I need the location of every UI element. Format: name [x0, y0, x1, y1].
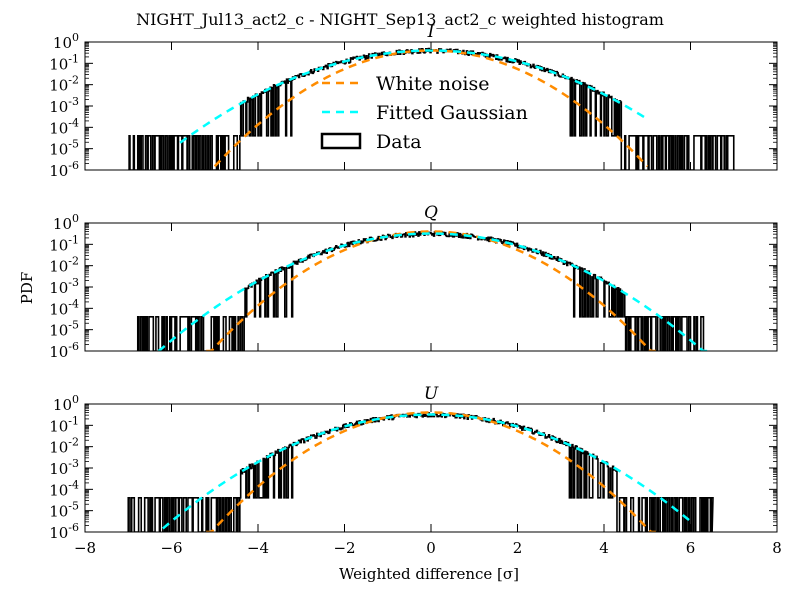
y-tick-label-I-6: 10-6 — [49, 159, 79, 180]
legend-label-2: Data — [376, 131, 422, 153]
series-fitted-gaussian-I — [179, 49, 648, 144]
y-tick-label-I-0: 100 — [53, 31, 79, 52]
series-fitted-gaussian-U — [162, 413, 692, 530]
x-axis-label: Weighted difference [σ] — [339, 565, 519, 583]
y-tick-label-Q-2: 10-2 — [49, 255, 79, 276]
y-tick-label-Q-0: 100 — [53, 212, 79, 233]
x-tick-label-3: −2 — [333, 539, 355, 557]
y-tick-label-Q-6: 10-6 — [49, 340, 79, 361]
y-tick-label-U-5: 10-5 — [49, 500, 79, 521]
legend-label-1: Fitted Gaussian — [376, 102, 528, 124]
plot-area-U — [127, 411, 714, 532]
y-tick-label-U-4: 10-4 — [49, 478, 79, 499]
series-data-Q — [136, 230, 705, 351]
axes-frame-U — [84, 403, 778, 533]
y-tick-label-I-5: 10-5 — [49, 138, 79, 159]
panel-title-I: I — [427, 22, 435, 42]
y-tick-label-U-6: 10-6 — [49, 521, 79, 542]
y-tick-label-I-1: 10-1 — [49, 52, 79, 73]
panel-title-U: U — [424, 384, 439, 404]
x-tick-label-5: 2 — [513, 539, 523, 557]
x-tick-label-4: 0 — [426, 539, 436, 557]
panel-title-Q: Q — [424, 203, 438, 223]
y-tick-label-I-3: 10-3 — [49, 95, 79, 116]
series-white-noise-Q — [206, 230, 656, 351]
y-tick-label-U-0: 100 — [53, 393, 79, 414]
series-white-noise-U — [206, 411, 656, 532]
y-tick-label-I-2: 10-2 — [49, 74, 79, 95]
figure-title: NIGHT_Jul13_act2_c - NIGHT_Sep13_act2_c … — [136, 10, 664, 29]
y-tick-label-U-2: 10-2 — [49, 436, 79, 457]
y-tick-label-Q-3: 10-3 — [49, 276, 79, 297]
x-tick-label-8: 8 — [772, 539, 782, 557]
plot-area-Q — [136, 230, 713, 351]
y-tick-label-Q-4: 10-4 — [49, 297, 79, 318]
plot-area-I — [128, 47, 735, 170]
y-tick-label-U-3: 10-3 — [49, 457, 79, 478]
legend-label-0: White noise — [376, 73, 490, 95]
series-fitted-gaussian-Q — [157, 232, 713, 351]
x-tick-label-1: −6 — [160, 539, 182, 557]
x-tick-label-7: 6 — [686, 539, 696, 557]
y-tick-label-Q-1: 10-1 — [49, 233, 79, 254]
legend-swatch-2 — [320, 132, 362, 150]
legend: White noise Fitted Gaussian Data — [320, 73, 528, 153]
y-tick-label-I-4: 10-4 — [49, 116, 79, 137]
y-tick-label-U-1: 10-1 — [49, 414, 79, 435]
x-tick-label-2: −4 — [247, 539, 269, 557]
x-tick-label-0: −8 — [74, 539, 96, 557]
series-data-U — [127, 412, 714, 532]
y-tick-label-Q-5: 10-5 — [49, 319, 79, 340]
y-axis-label: PDF — [18, 272, 36, 305]
x-tick-label-6: 4 — [599, 539, 609, 557]
